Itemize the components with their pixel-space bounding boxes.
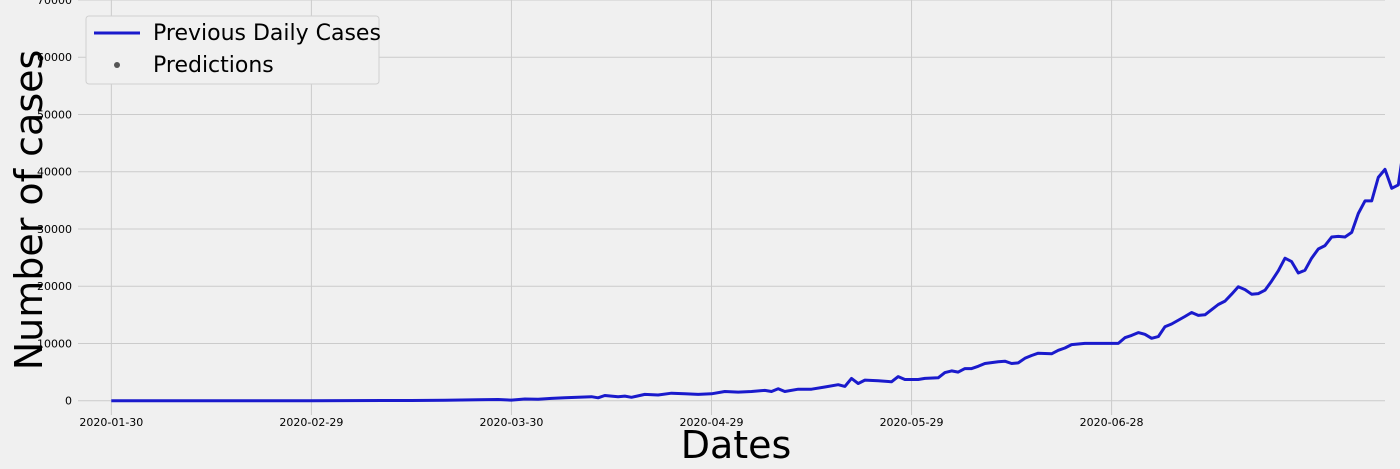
x-axis-ticks: 2020-01-30 2020-02-29 2020-03-30 2020-04-29… [79,416,1143,429]
y-tick-label: 70000 [37,0,72,7]
legend-label-predictions: Predictions [153,53,274,78]
series-line-previous-daily-cases [111,115,1400,401]
x-axis-label: Dates [681,423,792,467]
x-tick-label: 2020-06-28 [1080,416,1144,429]
legend-point-marker [114,62,120,68]
x-tick-label: 2020-01-30 [79,416,143,429]
y-axis-label: Number of cases [7,50,51,371]
legend-label-previous-daily-cases: Previous Daily Cases [153,21,381,46]
legend: Previous Daily Cases Predictions [86,16,381,84]
x-tick-label: 2020-02-29 [279,416,343,429]
x-tick-label: 2020-05-29 [880,416,944,429]
x-tick-label: 2020-03-30 [479,416,543,429]
y-tick-label: 0 [65,395,72,408]
